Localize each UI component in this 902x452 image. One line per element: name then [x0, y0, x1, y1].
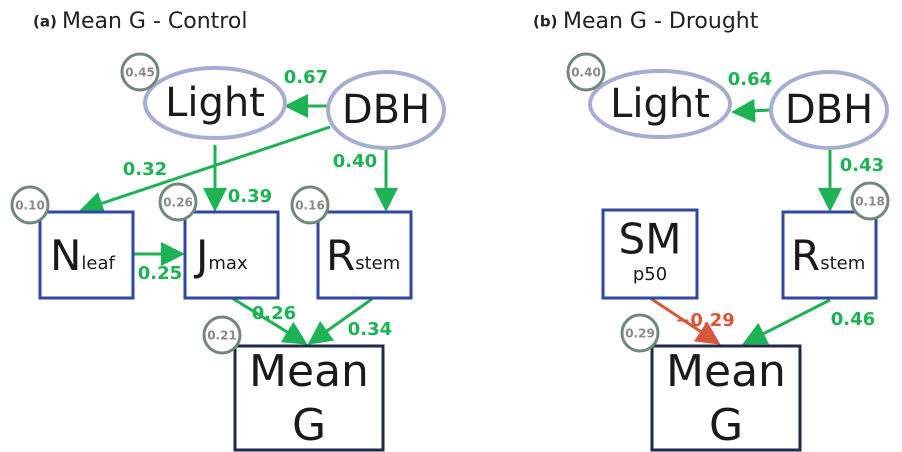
- node: [769, 70, 889, 150]
- node-label-sub: max: [208, 253, 248, 274]
- node: [601, 208, 699, 300]
- panel-b: (b) Mean G - Drought Light DBH SM p50 Rs…: [533, 9, 890, 452]
- node: [183, 210, 280, 300]
- node-label-main: J: [193, 231, 208, 280]
- node: [588, 69, 732, 139]
- arrow: [231, 296, 308, 345]
- edge-label: 0.39: [228, 186, 272, 207]
- node-label-sub: p50: [633, 264, 667, 285]
- edge-label: 0.43: [840, 155, 884, 176]
- edge-label: 0.46: [831, 309, 875, 330]
- node: [38, 210, 135, 300]
- node-label-main: N: [50, 231, 81, 280]
- edge-label: 0.64: [728, 69, 772, 90]
- node-label-sub: stem: [820, 253, 865, 274]
- r2-circle: [850, 181, 890, 221]
- r2-label: 0.26: [163, 196, 193, 210]
- panel-title: Mean G - Control: [62, 9, 247, 34]
- node-label: Rstem: [791, 231, 865, 280]
- arrow: [649, 296, 721, 345]
- node: [326, 70, 446, 150]
- node-label: Light: [165, 80, 265, 126]
- edge-label: 0.67: [284, 67, 328, 88]
- r2-circle: [620, 313, 660, 353]
- r2-label: 0.18: [855, 195, 885, 209]
- r2-circle: [120, 52, 160, 92]
- node: [650, 344, 802, 452]
- node-label: Nleaf: [50, 231, 116, 280]
- panel-label: (a): [33, 13, 57, 31]
- node-label: Mean: [666, 346, 786, 397]
- r2-circle: [158, 182, 198, 222]
- node-label: G: [292, 400, 326, 451]
- r2-circle: [566, 52, 606, 92]
- edge-label: 0.32: [123, 159, 167, 180]
- node-label-sub: leaf: [81, 253, 115, 274]
- node: [781, 210, 878, 300]
- r2-label: 0.16: [295, 199, 325, 213]
- edge-label: 0.34: [348, 319, 392, 340]
- node: [233, 344, 385, 452]
- arrow: [307, 297, 373, 345]
- r2-circle: [10, 185, 50, 225]
- node-label: Light: [610, 81, 710, 127]
- node-label-sub: stem: [355, 253, 400, 274]
- panel-a: (a) Mean G - Control Light DBH Nleaf Jma…: [10, 9, 446, 452]
- node-label: DBH: [785, 87, 873, 133]
- node-label-main: R: [326, 231, 355, 280]
- arrow: [79, 125, 331, 215]
- r2-label: 0.21: [207, 329, 237, 343]
- node: [316, 210, 413, 300]
- node-label-main: R: [791, 231, 820, 280]
- edge-label: 0.25: [138, 263, 182, 284]
- edge-label: 0.26: [252, 303, 296, 324]
- r2-circle: [290, 185, 330, 225]
- panel-title: Mean G - Drought: [563, 9, 759, 34]
- r2-label: 0.29: [625, 327, 655, 341]
- node-label: Jmax: [193, 231, 248, 280]
- r2-label: 0.40: [571, 66, 601, 80]
- node-label: SM: [619, 215, 682, 264]
- node-label: G: [709, 400, 743, 451]
- node-label: DBH: [342, 87, 430, 133]
- r2-circle: [202, 315, 242, 355]
- panel-label: (b): [533, 13, 557, 31]
- node-label: Rstem: [326, 231, 400, 280]
- node: [143, 66, 287, 140]
- edge-label: −0.29: [675, 310, 735, 331]
- node-label: Mean: [249, 346, 369, 397]
- edge-label: 0.40: [333, 151, 377, 172]
- arrow: [742, 298, 831, 345]
- r2-label: 0.45: [125, 66, 155, 80]
- arrow: [731, 98, 771, 123]
- r2-label: 0.10: [15, 199, 45, 213]
